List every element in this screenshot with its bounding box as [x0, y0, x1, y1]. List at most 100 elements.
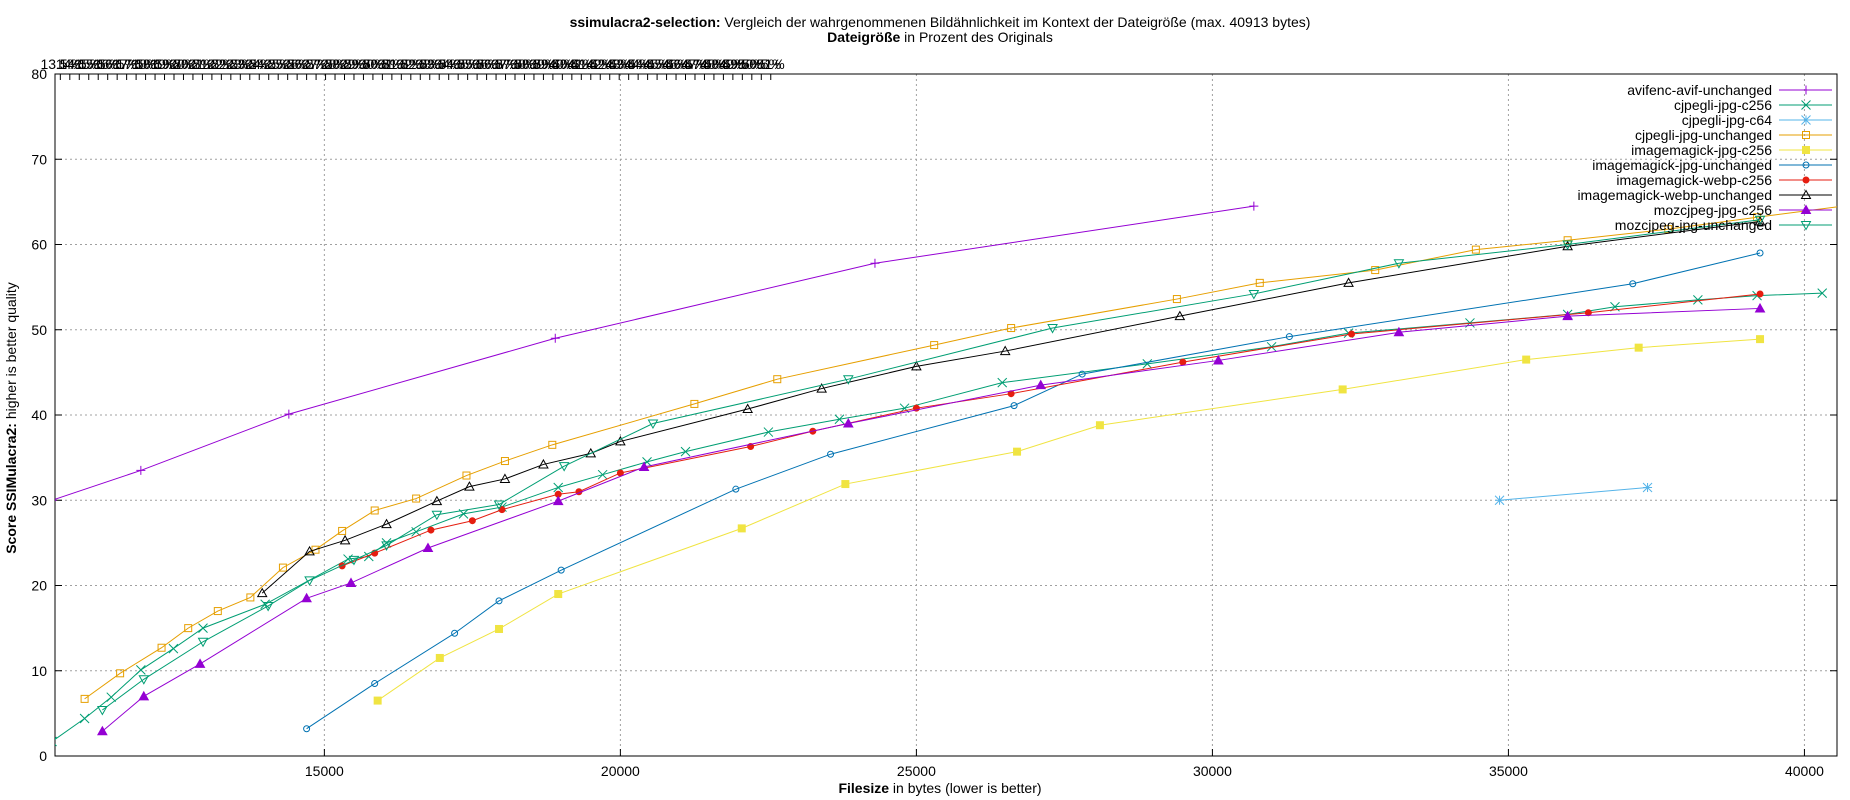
x2-tick-label: 48.5%	[704, 56, 744, 72]
data-point	[80, 694, 89, 703]
data-point	[468, 517, 476, 525]
data-point	[431, 495, 443, 506]
x2-tick-label: 35.5%	[457, 56, 497, 72]
data-point	[552, 495, 564, 506]
x2-tick-label: 51%	[757, 56, 785, 72]
y-tick-label: 30	[31, 492, 47, 508]
data-point	[1348, 330, 1356, 338]
data-point	[1664, 225, 1673, 234]
data-point	[197, 637, 209, 648]
x2-tick-label: 47.5%	[685, 56, 725, 72]
x2-tick-label: 20.5%	[173, 56, 213, 72]
data-point	[1802, 146, 1810, 154]
axes: 0 10 20 30 40 50 60 70 80 15000 20000 25000 30000 350…	[31, 66, 1838, 779]
data-point	[773, 375, 782, 384]
x2-tick-label: 39.5%	[533, 56, 573, 72]
data-point	[553, 482, 564, 493]
x2-tick-label: 34.5%	[438, 56, 478, 72]
data-point	[1817, 288, 1828, 298]
data-point	[842, 375, 854, 385]
data-point	[381, 541, 392, 551]
series-avifenc-avif-unchanged	[55, 201, 1259, 501]
x2-tick-label: 28.5%	[325, 56, 365, 72]
data-point	[763, 427, 774, 437]
data-point	[647, 419, 659, 430]
x2-tick-label: 41%	[567, 56, 595, 72]
x2-tick-label: 38%	[510, 56, 538, 72]
data-point	[499, 473, 511, 483]
data-point	[431, 510, 443, 521]
data-point	[737, 524, 746, 533]
legend-label: imagemagick-jpg-unchanged	[1592, 157, 1772, 173]
x2-tick-label: 30.5%	[363, 56, 403, 72]
legend-label: cjpegli-jpg-c256	[1674, 97, 1772, 113]
data-point	[1756, 249, 1764, 257]
x2-tick-label: 25.5%	[268, 56, 308, 72]
x2-tick-label: 31.5%	[381, 56, 421, 72]
data-point	[138, 675, 150, 685]
data-point	[1634, 343, 1643, 352]
data-point	[1562, 310, 1573, 321]
legend-label: avifenc-avif-unchanged	[1627, 82, 1772, 98]
series-line	[55, 205, 1254, 500]
x2-tick-label: 48%	[700, 56, 728, 72]
x2-tick-label: 26.5%	[287, 56, 327, 72]
x2-tick-label: 16.5%	[97, 56, 137, 72]
series-line	[306, 252, 1761, 730]
data-point	[1249, 201, 1259, 211]
data-point	[1172, 295, 1181, 304]
data-point	[138, 690, 150, 701]
x2-tick-label: 24%	[245, 56, 273, 72]
data-point	[1756, 335, 1765, 344]
legend: avifenc-avif-unchangedcjpegli-jpg-c256cj…	[1577, 82, 1832, 233]
data-point	[464, 481, 475, 491]
x2-tick-label: 29%	[340, 56, 368, 72]
data-point	[680, 446, 691, 457]
data-point	[198, 623, 208, 633]
series-imagemagick-webp-c256	[338, 290, 1764, 570]
data-point	[106, 692, 117, 703]
data-point	[1754, 215, 1766, 226]
data-point	[301, 592, 312, 603]
x-axis-label: Filesize in bytes (lower is better)	[838, 780, 1041, 796]
data-point	[1756, 290, 1764, 298]
x2-tick-label: 20%	[169, 56, 197, 72]
x-tick-label: 15000	[305, 763, 344, 779]
series-cjpegli-jpg-unchanged	[80, 206, 1837, 703]
data-point	[373, 696, 382, 705]
x2-tick-label: 22.5%	[211, 56, 251, 72]
x2-tick-label: 44%	[624, 56, 652, 72]
x2-tick-label: 50.5%	[741, 56, 781, 72]
x2-tick-label: 26%	[283, 56, 311, 72]
data-point	[348, 555, 360, 566]
x2-tick-label: 17%	[113, 56, 141, 72]
data-point	[435, 653, 444, 662]
data-point	[304, 545, 315, 556]
data-point	[1754, 302, 1766, 313]
data-point	[1393, 326, 1405, 337]
x-tick-label: 35000	[1489, 763, 1528, 779]
data-point	[597, 469, 608, 480]
data-point	[1266, 341, 1277, 352]
data-point	[911, 360, 922, 371]
data-point	[1801, 115, 1811, 125]
x2-tick-label: 22%	[207, 56, 235, 72]
series-imagemagick-jpg-unchanged	[303, 249, 1764, 733]
x2-tick-label: 27.5%	[306, 56, 346, 72]
x2-tick-label: 15%	[75, 56, 103, 72]
data-point	[97, 725, 108, 736]
x-tick-label: 40000	[1785, 763, 1824, 779]
data-point	[97, 705, 108, 716]
data-point	[1522, 355, 1531, 364]
data-point	[278, 563, 287, 572]
y-tick-label: 10	[31, 663, 47, 679]
y-tick-label: 50	[31, 322, 47, 338]
data-point	[55, 736, 57, 747]
series-line	[84, 206, 1837, 700]
x2-tick-label: 42%	[586, 56, 614, 72]
data-point	[116, 669, 125, 678]
legend-label: cjpegli-jpg-c64	[1682, 112, 1772, 128]
data-point	[930, 341, 939, 350]
data-point	[1174, 310, 1186, 321]
data-point	[585, 447, 597, 458]
